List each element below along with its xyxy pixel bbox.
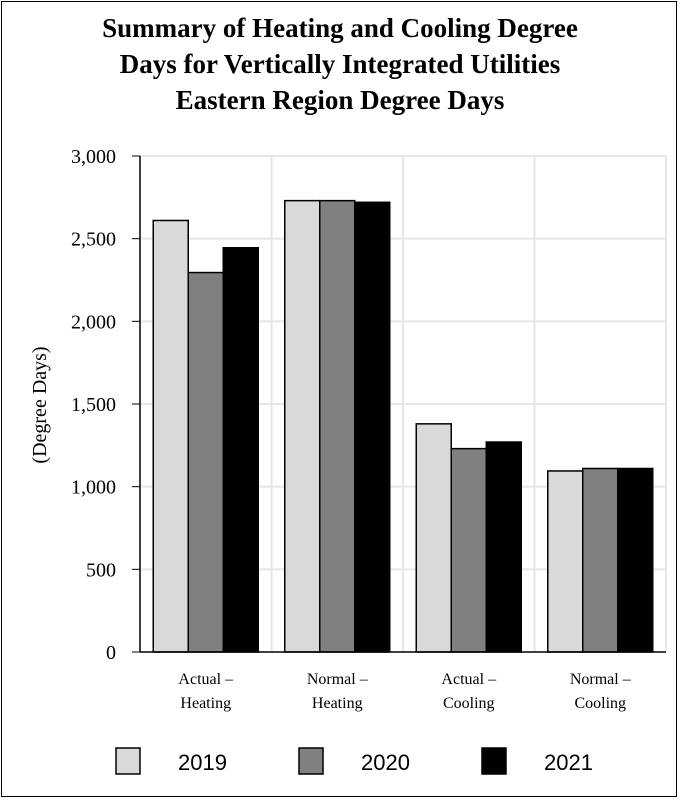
bar [485, 441, 522, 653]
legend-label: 2020 [361, 750, 410, 775]
y-tick-label: 2,000 [71, 311, 116, 333]
y-tick-label: 1,500 [71, 394, 116, 416]
y-tick-labels: 0 500 1,000 1,500 2,000 2,500 3,000 [71, 146, 116, 664]
bar [617, 467, 654, 653]
chart-title-line-1: Summary of Heating and Cooling Degree [102, 13, 578, 43]
x-category-label: Actual – Heating [178, 671, 234, 712]
legend-swatch [481, 747, 507, 775]
x-category-label: Normal – Heating [307, 671, 369, 712]
chart-title: Summary of Heating and Cooling Degree Da… [0, 10, 680, 118]
y-tick-label: 1,000 [71, 477, 116, 499]
legend-label: 2021 [544, 750, 593, 775]
chart-title-line-2: Days for Vertically Integrated Utilities [119, 49, 561, 79]
bars [152, 199, 654, 653]
bar [187, 271, 224, 653]
legend-swatch [298, 747, 324, 775]
legend-label: 2019 [178, 750, 227, 775]
bar [319, 199, 356, 653]
axes [132, 155, 666, 653]
y-tick-label: 0 [106, 642, 116, 664]
bar [284, 199, 321, 653]
x-category-label: Actual – Cooling [441, 671, 497, 712]
y-tick-label: 2,500 [71, 229, 116, 251]
bar [547, 470, 584, 653]
bar [152, 219, 189, 653]
y-axis-label: (Degree Days) [29, 346, 51, 463]
bar [415, 423, 452, 653]
bar [582, 467, 619, 653]
chart-title-line-3: Eastern Region Degree Days [175, 85, 505, 115]
bar [354, 201, 391, 653]
y-tick-label: 3,000 [71, 146, 116, 168]
x-category-label: Normal – Cooling [570, 671, 632, 712]
x-category-labels: Actual – Heating Normal – Heating Actual – Co… [178, 671, 631, 712]
legend: 2019 2020 2021 [115, 747, 593, 775]
y-tick-label: 500 [86, 559, 116, 581]
legend-swatch [115, 747, 141, 775]
bar [222, 247, 259, 653]
bar [450, 447, 487, 653]
